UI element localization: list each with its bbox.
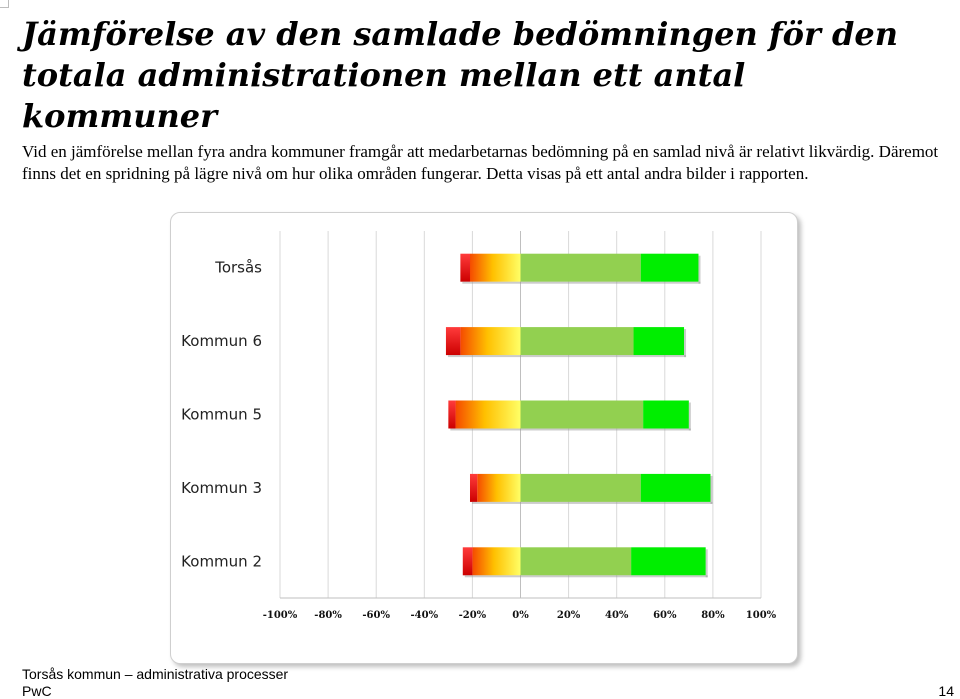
bar-negative-yellow [472,547,521,576]
bar-row [448,400,691,431]
bar-row [469,473,713,504]
bar-negative-yellow [469,253,521,282]
bar-shadow [464,575,708,578]
category-label: Kommun 2 [181,552,262,570]
x-tick-label: -100% [263,610,298,621]
bar-positive-green [640,253,699,282]
diverging-bar-chart: -100% -80% -60% -40% -20% 0% 20% 40% 60% 80% 100% T… [181,231,777,621]
x-tick-label: -40% [411,610,439,621]
x-tick-label: 0% [512,610,529,621]
page-title: Jämförelse av den samlade bedömningen fö… [22,15,898,135]
bar-shadow [471,501,713,504]
x-tick-label: 20% [557,610,581,621]
bar-negative-yellow [460,327,521,356]
bar-shadow [710,475,713,504]
x-tick-label: -20% [459,610,487,621]
footer-brand: PwC [22,683,52,699]
bar-shadow [705,549,708,578]
category-label: Kommun 3 [181,479,262,497]
bar-positive-lightgreen [520,547,632,576]
bar-negative-red [462,547,473,576]
bar-negative-red [469,473,478,502]
bar-positive-green [631,547,706,576]
bar-negative-yellow [455,400,521,429]
footer-document-name: Torsås kommun – administrativa processer [22,666,289,682]
bar-positive-green [643,400,689,429]
bar-negative-red [445,327,461,356]
page-number: 14 [938,683,954,699]
category-label: Torsås [214,259,262,277]
x-tick-label: 100% [746,610,777,621]
bar-negative-red [460,253,470,282]
x-tick-label: 60% [653,610,677,621]
bar-negative-red [448,400,456,429]
x-tick-label: 80% [701,610,725,621]
bar-shadow [462,281,701,284]
bar-shadow [698,255,701,284]
bar-negative-yellow [477,473,521,502]
bar-shadow [688,402,691,431]
category-label: Kommun 6 [181,332,262,350]
bar-positive-lightgreen [520,327,634,356]
bar-shadow [450,428,691,431]
bar-row [460,253,701,284]
bar-positive-lightgreen [520,400,644,429]
category-label: Kommun 5 [181,406,262,424]
bar-positive-lightgreen [520,253,641,282]
bar-positive-green [633,327,685,356]
bar-row [445,327,687,358]
bar-shadow [684,329,687,358]
corner-mark [8,0,9,8]
x-tick-label: -80% [314,610,342,621]
chart-frame: -100% -80% -60% -40% -20% 0% 20% 40% 60% 80% 100% T… [170,212,798,664]
bar-shadow [447,355,687,358]
x-tick-label: -60% [362,610,390,621]
x-tick-label: 40% [605,610,629,621]
corner-mark [0,7,9,8]
intro-paragraph: Vid en jämförelse mellan fyra andra komm… [22,142,939,183]
bar-positive-lightgreen [520,473,641,502]
bar-row [462,547,708,578]
bar-positive-green [640,473,711,502]
